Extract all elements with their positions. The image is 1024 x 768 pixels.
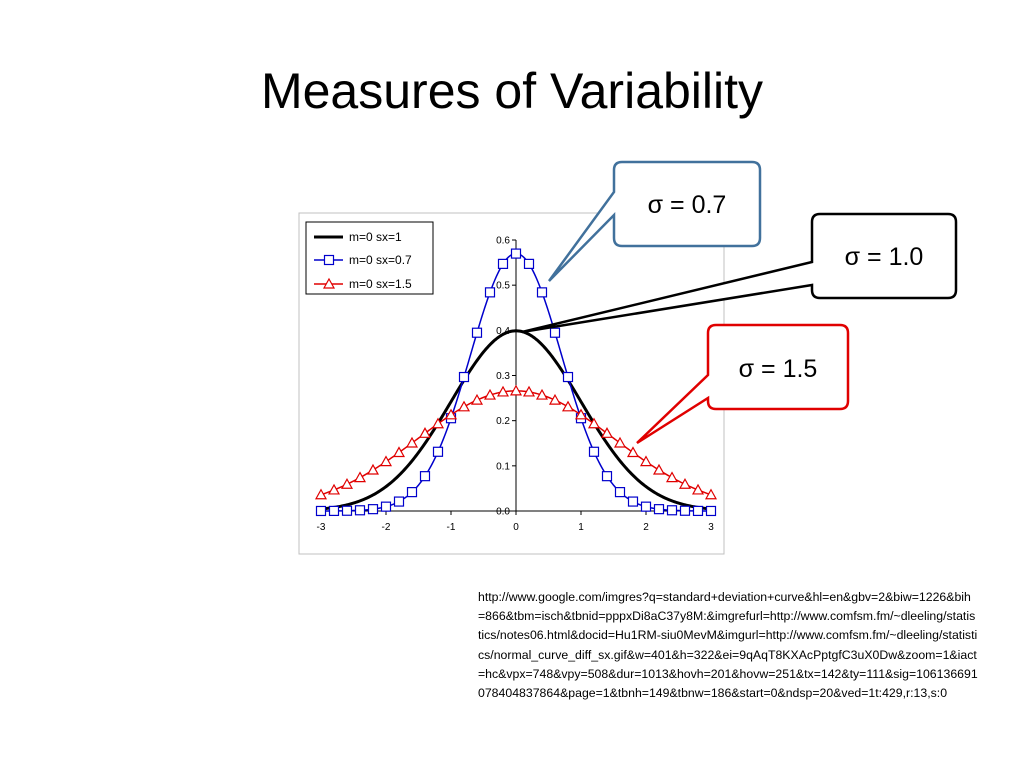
series-line-0 bbox=[320, 329, 712, 511]
series-1-point bbox=[549, 327, 561, 338]
legend-marker-2 bbox=[322, 277, 336, 289]
series-1-point bbox=[341, 505, 353, 516]
x-tick-label: -3 bbox=[317, 522, 326, 533]
series-1-point bbox=[601, 471, 613, 482]
callout-text-0: σ = 0.7 bbox=[648, 191, 727, 219]
x-tick-label: 2 bbox=[643, 522, 649, 533]
series-1-point bbox=[640, 501, 652, 512]
series-2-point bbox=[340, 478, 354, 489]
series-2-point bbox=[574, 408, 588, 420]
y-tick-label: 0.0 bbox=[496, 507, 510, 518]
series-1-point bbox=[510, 248, 522, 259]
series-1-point bbox=[679, 505, 691, 516]
callout-shape-2 bbox=[636, 323, 850, 445]
series-2-point bbox=[548, 393, 562, 405]
series-1-point bbox=[354, 505, 366, 516]
source-url: http://www.google.com/imgres?q=standard+… bbox=[478, 590, 978, 701]
y-tick-label: 0.5 bbox=[496, 281, 510, 292]
series-1-point bbox=[380, 501, 392, 512]
x-tick-label: 1 bbox=[578, 522, 584, 533]
series-1-point bbox=[666, 505, 678, 516]
series-1-point bbox=[705, 505, 717, 517]
callout-sigma-1-0: σ = 1.0 bbox=[521, 212, 958, 334]
series-2-point bbox=[379, 455, 393, 467]
series-2-point bbox=[327, 483, 341, 495]
y-tick-label: 0.4 bbox=[496, 326, 510, 337]
series-2-point bbox=[431, 417, 445, 429]
series-2-point bbox=[704, 488, 718, 500]
series-1-point bbox=[406, 487, 418, 498]
series-2-point bbox=[600, 427, 614, 438]
series-2-point bbox=[392, 446, 406, 458]
callout-sigma-1-5: σ = 1.5 bbox=[636, 323, 850, 445]
series-2-point bbox=[444, 408, 458, 420]
series-2-point bbox=[353, 471, 367, 483]
series-1-point bbox=[692, 505, 704, 517]
series-2-point bbox=[691, 483, 705, 495]
callout-sigma-0-7: σ = 0.7 bbox=[547, 160, 762, 282]
series-2-point bbox=[665, 471, 679, 483]
series-2-point bbox=[535, 388, 549, 400]
series-1-point bbox=[328, 505, 340, 517]
series-1-point bbox=[614, 487, 626, 498]
series-2-point bbox=[561, 400, 575, 412]
series-1-point bbox=[536, 287, 548, 298]
y-tick-label: 0.6 bbox=[496, 236, 510, 247]
chart-legend: m=0 sx=1 m=0 sx=0.7 m=0 sx=1.5 bbox=[305, 221, 434, 295]
series-1-point bbox=[419, 471, 431, 482]
series-1-point bbox=[653, 504, 665, 515]
y-tick-label: 0.2 bbox=[496, 416, 510, 427]
series-2-point bbox=[314, 488, 328, 500]
callout-shape-1 bbox=[521, 212, 958, 334]
series-2-point bbox=[483, 388, 497, 400]
legend-label-0: m=0 sx=1 bbox=[349, 230, 402, 244]
series-2-point bbox=[418, 427, 432, 438]
y-tick-label: 0.3 bbox=[496, 371, 510, 382]
series-1-point bbox=[432, 446, 444, 457]
callout-text-2: σ = 1.5 bbox=[739, 355, 818, 383]
callout-shape-0 bbox=[547, 160, 762, 282]
series-1-point bbox=[497, 258, 509, 269]
x-tick-label: 3 bbox=[708, 522, 714, 533]
series-1-point bbox=[367, 504, 379, 515]
series-1-point bbox=[562, 371, 574, 383]
series-2-point bbox=[405, 436, 419, 448]
series-2-point bbox=[626, 446, 640, 458]
series-2-point bbox=[366, 463, 380, 475]
series-1-point bbox=[588, 446, 600, 457]
y-tick-label: 0.1 bbox=[496, 461, 510, 472]
series-2-point bbox=[470, 393, 484, 405]
series-2-point bbox=[639, 455, 653, 467]
legend-marker-1 bbox=[323, 254, 335, 266]
series-2-point bbox=[613, 436, 627, 448]
series-2-point bbox=[587, 417, 601, 429]
series-2-point bbox=[652, 463, 666, 475]
series-2-point bbox=[496, 385, 510, 397]
series-1-point bbox=[458, 371, 470, 383]
callout-text-1: σ = 1.0 bbox=[845, 243, 924, 271]
chart-axes: -3 -2 -1 0 1 2 3 0.0 0.1 0.2 0.3 0.4 0.5 0.6 bbox=[317, 236, 715, 534]
series-2-point bbox=[509, 384, 523, 396]
x-tick-label: -2 bbox=[382, 522, 391, 533]
legend-label-1: m=0 sx=0.7 bbox=[349, 253, 412, 267]
x-tick-label: 0 bbox=[513, 522, 519, 533]
x-tick-label: -1 bbox=[447, 522, 456, 533]
slide-title: Measures of Variability bbox=[260, 63, 764, 119]
series-1-point bbox=[484, 287, 496, 298]
series-1-point bbox=[523, 258, 535, 269]
series-2-point bbox=[678, 478, 692, 489]
series-1-point bbox=[627, 496, 639, 507]
series-2-point bbox=[457, 400, 471, 412]
series-1-point bbox=[315, 505, 327, 517]
legend-label-2: m=0 sx=1.5 bbox=[349, 277, 412, 291]
series-1-point bbox=[471, 327, 483, 338]
series-1-point bbox=[393, 496, 405, 507]
chart-series bbox=[314, 248, 718, 517]
series-2-point bbox=[522, 385, 536, 397]
